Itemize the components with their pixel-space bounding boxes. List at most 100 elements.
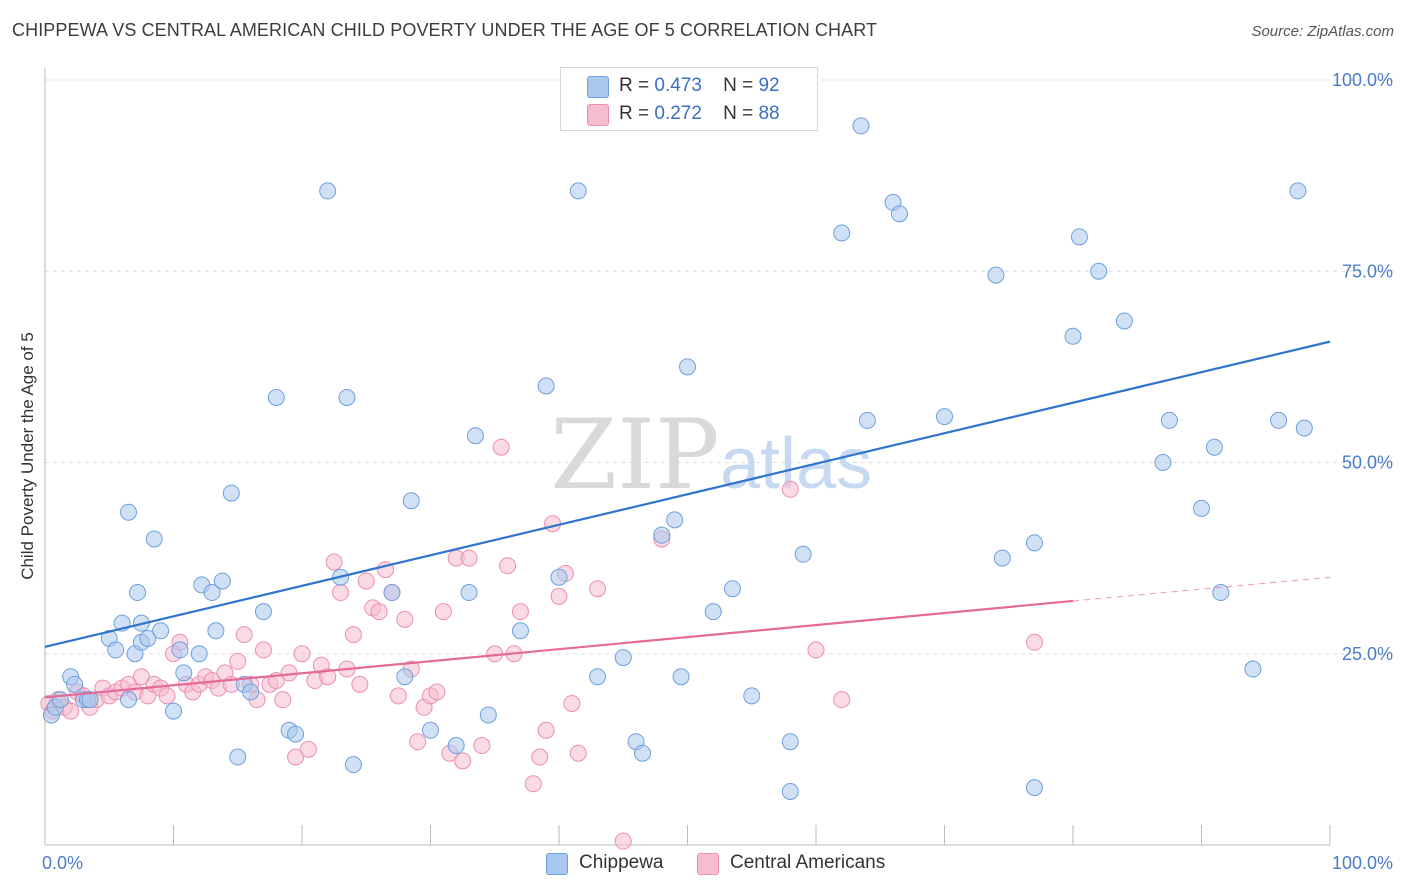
watermark: ZIP atlas	[550, 399, 872, 511]
chippewa-points	[42, 117, 1313, 800]
chippewa-point	[1115, 312, 1133, 330]
chippewa-point	[175, 664, 193, 682]
legend-text-central-americans: R = 0.272 N = 88	[619, 103, 780, 125]
chippewa-point	[222, 484, 240, 502]
central-americans-point	[589, 580, 607, 598]
central-americans-point	[563, 694, 581, 712]
central-americans-point	[299, 740, 317, 758]
chippewa-point	[190, 645, 208, 663]
central-americans-legend-label: Central Americans	[730, 852, 886, 873]
chippewa-point	[1025, 534, 1043, 552]
chippewa-point	[81, 691, 99, 709]
trendlines	[44, 340, 1331, 699]
central-americans-trendline	[44, 599, 1074, 699]
chippewa-point	[1025, 779, 1043, 797]
chippewa-r-value: 0.473	[654, 75, 702, 96]
chippewa-point	[781, 782, 799, 800]
central-americans-point	[499, 557, 517, 575]
central-americans-swatch	[587, 104, 609, 126]
chippewa-point	[1160, 411, 1178, 429]
central-americans-point	[460, 549, 478, 567]
chippewa-point	[139, 629, 157, 647]
chippewa-swatch	[587, 76, 609, 98]
central-americans-point	[492, 438, 510, 456]
central-americans-point	[1025, 633, 1043, 651]
chippewa-point	[319, 182, 337, 200]
chippewa-point	[107, 641, 125, 659]
chippewa-point	[993, 549, 1011, 567]
central-americans-point	[434, 603, 452, 621]
central-americans-point	[531, 748, 549, 766]
n-label: N =	[723, 103, 754, 124]
chippewa-point	[460, 584, 478, 602]
central-americans-point	[396, 610, 414, 628]
tick-labels: 25.0% 50.0% 75.0% 100.0% 0.0% 100.0%	[42, 70, 1393, 873]
central-americans-point	[132, 668, 150, 686]
central-americans-point	[409, 733, 427, 751]
chippewa-point	[1154, 454, 1172, 471]
legend-text-chippewa: R = 0.473 N = 92	[619, 75, 780, 97]
chippewa-swatch	[546, 853, 568, 875]
chippewa-point	[171, 641, 189, 659]
central-americans-point	[473, 737, 491, 755]
chippewa-point	[479, 706, 497, 724]
central-americans-point	[274, 691, 292, 709]
central-americans-point	[807, 641, 825, 659]
chippewa-point	[267, 388, 285, 406]
chippewa-point	[833, 224, 851, 242]
chippewa-point	[213, 572, 231, 590]
chart-source: Source: ZipAtlas.com	[1251, 23, 1394, 40]
central-americans-point	[229, 652, 247, 670]
chippewa-point	[852, 117, 870, 135]
chippewa-point	[987, 266, 1005, 284]
chippewa-point	[152, 622, 170, 640]
central-americans-point	[254, 641, 272, 659]
chippewa-point	[634, 744, 652, 762]
central-americans-point	[351, 675, 369, 693]
central-americans-point	[544, 515, 562, 533]
y-tick-label: 75.0%	[1342, 261, 1393, 281]
chippewa-point	[396, 668, 414, 686]
chippewa-point	[858, 411, 876, 429]
chippewa-point	[743, 687, 761, 705]
chippewa-point	[287, 725, 305, 743]
central-americans-n-value: 88	[758, 103, 780, 124]
chart-title: CHIPPEWA VS CENTRAL AMERICAN CHILD POVER…	[12, 20, 878, 40]
chippewa-point	[165, 702, 182, 720]
chippewa-point	[447, 737, 465, 755]
chippewa-point	[51, 691, 69, 709]
chippewa-point	[653, 526, 671, 544]
chippewa-point	[1212, 584, 1230, 602]
chippewa-point	[120, 691, 138, 709]
central-americans-point	[781, 480, 799, 498]
chippewa-point	[422, 721, 439, 739]
central-americans-point	[537, 721, 555, 739]
chippewa-point	[207, 622, 225, 640]
chippewa-point	[344, 756, 362, 774]
chippewa-point	[66, 675, 84, 693]
chippewa-point	[383, 584, 401, 602]
chippewa-point	[1193, 499, 1210, 517]
central-americans-point	[287, 748, 305, 766]
y-tick-label: 50.0%	[1342, 453, 1393, 473]
chippewa-point	[781, 733, 799, 751]
chippewa-point	[1064, 327, 1082, 345]
central-americans-point	[357, 572, 375, 590]
central-americans-point	[428, 683, 446, 701]
central-americans-point	[389, 687, 407, 705]
chippewa-point	[723, 580, 741, 598]
central-americans-point	[293, 645, 311, 663]
chippewa-point	[679, 358, 696, 376]
gridlines	[45, 79, 1395, 655]
chippewa-point	[120, 503, 138, 521]
chippewa-point	[1205, 438, 1223, 456]
chippewa-legend-label: Chippewa	[579, 852, 664, 873]
chippewa-point	[511, 622, 529, 640]
chippewa-point	[614, 649, 632, 667]
chippewa-point	[569, 182, 587, 200]
central-americans-points	[40, 438, 1043, 850]
chippewa-point	[402, 492, 420, 510]
central-americans-swatch	[697, 853, 719, 875]
chippewa-point	[1289, 182, 1307, 200]
